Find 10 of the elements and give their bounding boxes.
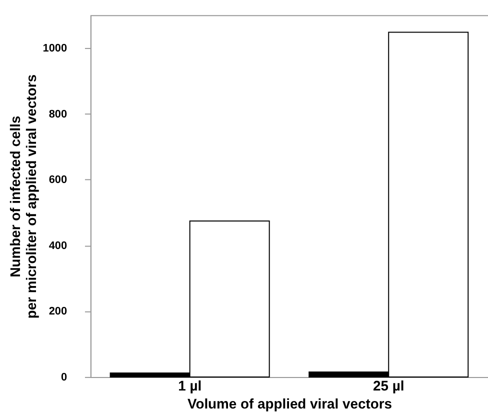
x-tick-label: 25 µl (373, 377, 404, 394)
y-tick-label: 1000 (42, 42, 68, 55)
y-tick-label: 600 (48, 174, 68, 186)
x-axis-title: Volume of applied viral vectors (187, 395, 392, 412)
y-axis-title: Number of infected cells per microliter of applied viral vectors (6, 74, 39, 319)
y-tick-label: 200 (48, 306, 68, 318)
y-tick-label: 800 (48, 108, 68, 120)
y-tick-label: 400 (48, 240, 68, 252)
y-tick-label: 0 (61, 371, 68, 384)
x-tick-label: 1 µl (178, 377, 202, 394)
